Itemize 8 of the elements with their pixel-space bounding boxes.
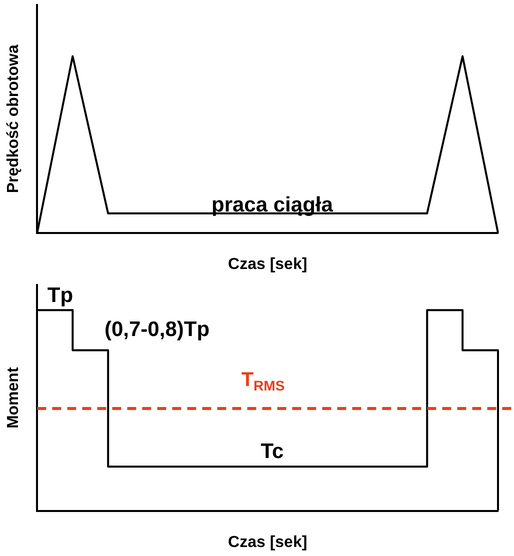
annotation: Tc xyxy=(260,440,284,463)
y-axis-title: Prędkość obrotowa xyxy=(5,44,22,194)
annotation: praca ciągła xyxy=(212,193,334,216)
annotation: (0,7-0,8)Tp xyxy=(104,318,210,341)
y-axis-title: Moment xyxy=(5,366,22,429)
x-axis-title: Czas [sek] xyxy=(228,534,308,551)
x-axis-title: Czas [sek] xyxy=(228,256,308,273)
text: Tp xyxy=(47,284,74,308)
